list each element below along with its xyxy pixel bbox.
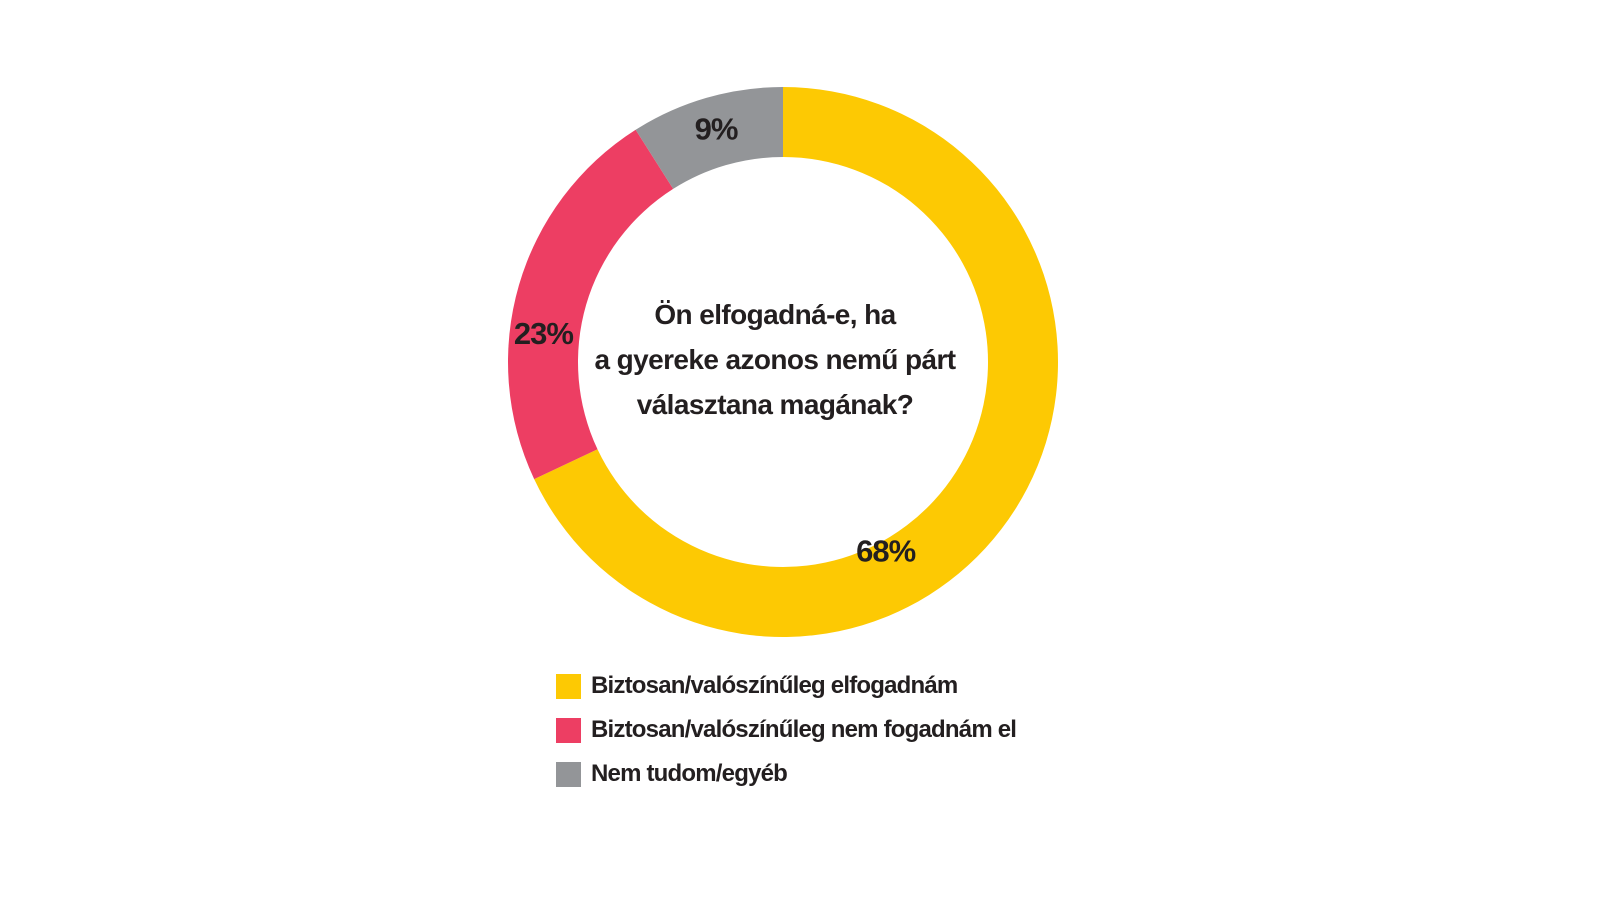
legend-swatch-reject: [556, 717, 581, 743]
chart-legend: Biztosan/valószínűleg elfogadnám Biztosa…: [556, 664, 1017, 796]
legend-label-dont-know: Nem tudom/egyéb: [591, 760, 788, 787]
legend-item-reject: Biztosan/valószínűleg nem fogadnám el: [556, 708, 1017, 752]
slice-label-accept: 68%: [856, 533, 915, 568]
chart-title-line-3: választana magának?: [636, 389, 914, 420]
slice-label-dont-know: 9%: [695, 112, 738, 147]
legend-swatch-dont-know: [556, 761, 581, 787]
legend-label-reject: Biztosan/valószínűleg nem fogadnám el: [591, 716, 1017, 743]
legend-swatch-accept: [556, 673, 581, 699]
chart-title-line-2: a gyereke azonos nemű párt: [594, 344, 957, 375]
donut-slice-labels: 68% 23% 9%: [514, 112, 917, 569]
chart-title-line-1: Ön elfogadná-e, ha: [654, 299, 896, 330]
legend-item-dont-know: Nem tudom/egyéb: [556, 752, 1016, 796]
legend-label-accept: Biztosan/valószínűleg elfogadnám: [591, 672, 958, 699]
slice-label-reject: 23%: [514, 316, 573, 351]
legend-item-accept: Biztosan/valószínűleg elfogadnám: [556, 664, 1016, 708]
chart-title: Ön elfogadná-e, ha a gyereke azonos nemű…: [565, 292, 985, 427]
donut-slice-dont-know: [635, 87, 783, 189]
donut-slice-reject: [507, 129, 674, 480]
donut-slices: [507, 87, 1058, 637]
